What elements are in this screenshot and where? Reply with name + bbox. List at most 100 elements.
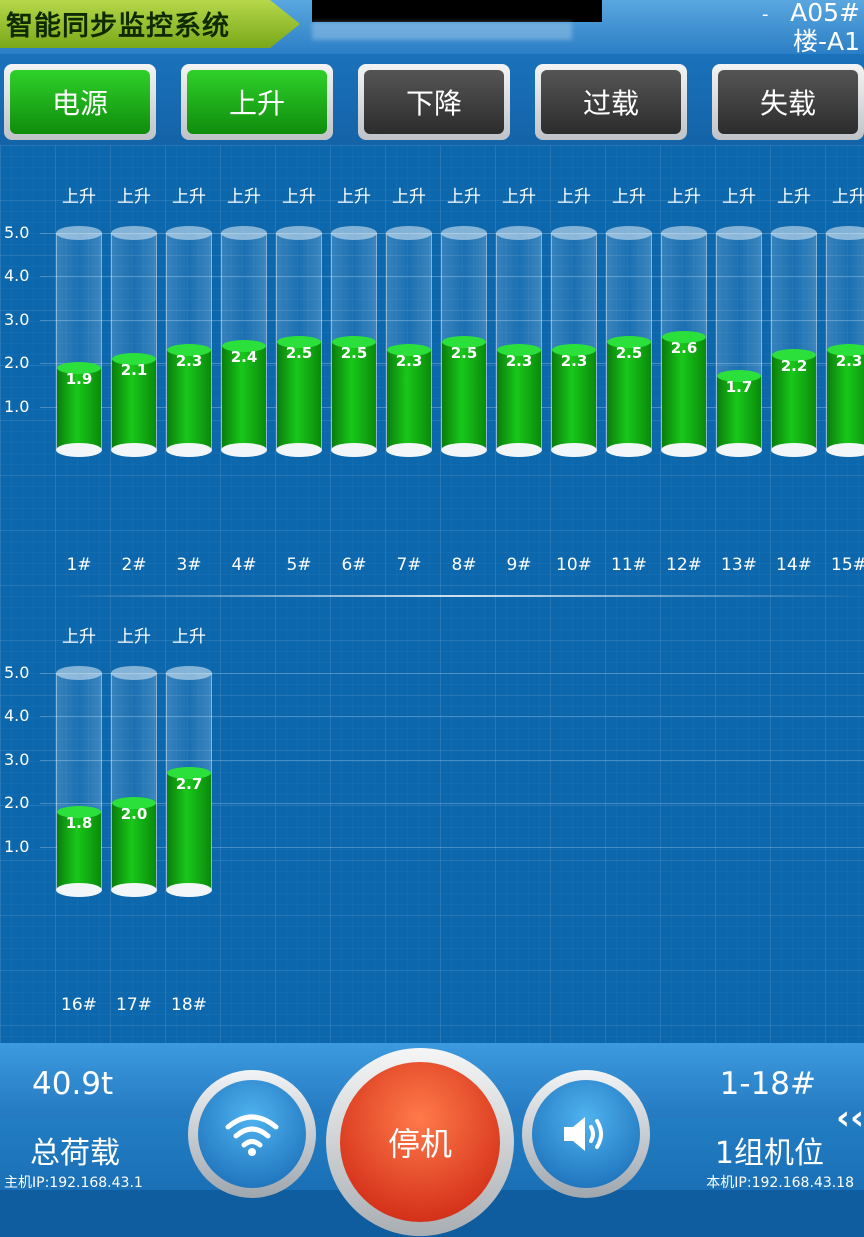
- jack-value-label: 2.3: [835, 352, 863, 371]
- jack-level-top: [167, 766, 211, 779]
- jack-tube-base: [221, 443, 267, 457]
- jack-tube-cap: [551, 226, 597, 240]
- jack-value-label: 2.7: [175, 774, 203, 793]
- jack-tube-base: [56, 443, 102, 457]
- jack-status: 上升: [722, 187, 756, 207]
- jack-level-top: [387, 344, 431, 357]
- jack-tube-cap: [166, 226, 212, 240]
- y-axis-tick: 1.0: [4, 396, 30, 416]
- jack-tube-base: [111, 443, 157, 457]
- jack-level-top: [277, 335, 321, 348]
- jack-level-top: [607, 335, 651, 348]
- jack-status: 上升: [557, 187, 591, 207]
- jack-level-fill: [717, 376, 761, 450]
- jack-name: 13#: [721, 555, 757, 575]
- jack-tube-cap: [771, 226, 817, 240]
- jack-tube-cap: [111, 226, 157, 240]
- jack-name: 2#: [121, 555, 147, 575]
- jack-tube-cap: [716, 226, 762, 240]
- grid-line: [40, 759, 864, 761]
- overload-button-label: 过载: [541, 70, 681, 134]
- jack-level-fill: [442, 341, 486, 450]
- jack-value-label: 1.9: [65, 369, 93, 388]
- jack-status: 上升: [172, 187, 206, 207]
- jack-level-top: [112, 352, 156, 365]
- jack-level-fill: [277, 341, 321, 450]
- jack-status: 上升: [282, 187, 316, 207]
- jack-level-fill: [57, 811, 101, 890]
- jack-level-fill: [112, 803, 156, 890]
- jack-status: 上升: [777, 187, 811, 207]
- grid-line: [40, 319, 864, 321]
- speaker-button[interactable]: [522, 1070, 650, 1198]
- underload-button[interactable]: 失载: [712, 64, 864, 140]
- lower-button-label: 下降: [364, 70, 504, 134]
- stop-button-label: 停机: [340, 1062, 500, 1222]
- grid-line: [40, 673, 864, 674]
- jack-name: 10#: [556, 555, 592, 575]
- stop-button[interactable]: 停机: [326, 1048, 514, 1236]
- jack-tube-base: [331, 443, 377, 457]
- grid-line: [40, 803, 864, 805]
- wifi-button[interactable]: [188, 1070, 316, 1198]
- host-ip: 主机IP:192.168.43.1: [4, 1175, 143, 1191]
- jack-value-label: 2.0: [120, 805, 148, 824]
- jack-value-label: 1.7: [725, 378, 753, 397]
- jack-tube-cap: [331, 226, 377, 240]
- double-chevron-left-icon[interactable]: ‹‹: [835, 1098, 864, 1138]
- jack-name: 11#: [611, 555, 647, 575]
- jack-status: 上升: [502, 187, 536, 207]
- jack-tube-cap: [826, 226, 864, 240]
- jack-tube-cap: [221, 226, 267, 240]
- jack-level-top: [57, 805, 101, 818]
- jack-status: 上升: [337, 187, 371, 207]
- rise-button[interactable]: 上升: [181, 64, 333, 140]
- power-button-label: 电源: [10, 70, 150, 134]
- jack-level-top: [167, 344, 211, 357]
- jack-level-fill: [332, 341, 376, 450]
- jack-level-fill: [167, 772, 211, 890]
- grid-line: [40, 846, 864, 848]
- jack-value-label: 2.1: [120, 360, 148, 379]
- site-location: 楼-A1: [792, 27, 860, 56]
- app-title: 智能同步监控系统: [6, 11, 230, 42]
- jack-tube-base: [166, 883, 212, 897]
- jack-value-label: 2.5: [615, 343, 643, 362]
- redacted-area: [312, 0, 602, 22]
- jack-tube-base: [771, 443, 817, 457]
- total-load-label: 总荷载: [30, 1136, 120, 1171]
- jack-status: 上升: [667, 187, 701, 207]
- jack-level-fill: [387, 350, 431, 450]
- control-button-bar: 电源 上升 下降 过载 失载: [0, 54, 864, 145]
- jack-tube-cap: [496, 226, 542, 240]
- jack-level-top: [552, 344, 596, 357]
- jack-value-label: 1.8: [65, 813, 93, 832]
- jack-tube-base: [386, 443, 432, 457]
- jack-value-label: 2.4: [230, 347, 258, 366]
- overload-button[interactable]: 过载: [535, 64, 687, 140]
- jack-tube-cap: [276, 226, 322, 240]
- jack-level-fill: [112, 358, 156, 450]
- jack-name: 1#: [66, 555, 92, 575]
- power-button[interactable]: 电源: [4, 64, 156, 140]
- jack-value-label: 2.5: [450, 343, 478, 362]
- jack-level-top: [112, 797, 156, 810]
- jack-level-top: [497, 344, 541, 357]
- group-label: 1组机位: [714, 1136, 824, 1171]
- y-axis-tick: 4.0: [4, 266, 30, 286]
- site-code: A05#: [790, 0, 860, 27]
- jack-tube-base: [56, 883, 102, 897]
- lower-button[interactable]: 下降: [358, 64, 510, 140]
- jack-status: 上升: [832, 187, 864, 207]
- jack-status: 上升: [447, 187, 481, 207]
- jack-range-value: 1-18#: [719, 1066, 816, 1102]
- jack-name: 3#: [176, 555, 202, 575]
- jack-status: 上升: [392, 187, 426, 207]
- jack-tube-base: [606, 443, 652, 457]
- jack-value-label: 2.3: [175, 352, 203, 371]
- jack-status: 上升: [612, 187, 646, 207]
- wifi-icon: [225, 1114, 279, 1156]
- wifi-button-face: [198, 1080, 306, 1188]
- jack-tube-cap: [166, 666, 212, 680]
- y-axis-tick: 3.0: [4, 749, 30, 769]
